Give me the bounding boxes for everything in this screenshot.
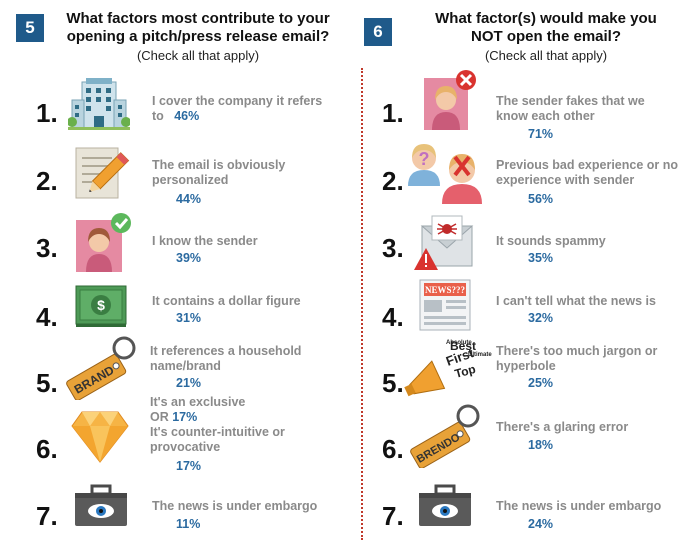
- percent-value: 56%: [528, 192, 554, 206]
- answer-line: I cover the company it refers: [152, 94, 323, 108]
- rank-number: 7.: [382, 501, 404, 531]
- newspaper-headline: NEWS???: [425, 285, 465, 295]
- answer-text: There's too much jargon or hyperbole: [496, 344, 657, 374]
- newspaper-icon: NEWS???: [418, 278, 472, 337]
- rank-number: 5.: [382, 368, 404, 398]
- rank-number: 3.: [382, 233, 404, 263]
- person-checkmark-icon: [76, 212, 132, 279]
- spam-envelope-warning-icon: [414, 212, 478, 277]
- rank-number: 7.: [36, 501, 58, 531]
- percent-value: 18%: [528, 438, 554, 452]
- answer-text: The news is under embargo: [496, 499, 662, 513]
- diamond-gem-icon: [70, 408, 130, 469]
- answer-line: The sender fakes that we: [496, 94, 645, 108]
- jargon-word: Ultimate: [468, 352, 492, 358]
- percent-value: 11%: [176, 517, 201, 531]
- percent-value: 17%: [172, 410, 198, 424]
- left-title-line1: What factors most contribute to your: [66, 10, 330, 27]
- answer-line: name/brand: [150, 359, 221, 373]
- answer-line: know each other: [496, 109, 595, 123]
- svg-text:$: $: [97, 297, 105, 313]
- answer-line: It's counter-intuitive or: [150, 425, 285, 439]
- person-x-icon: [420, 68, 478, 137]
- right-subtitle: (Check all that apply): [484, 48, 608, 63]
- briefcase-eye-icon: [418, 484, 472, 533]
- answer-line: It's an exclusive: [150, 395, 246, 409]
- pencil-document-icon: [70, 144, 132, 205]
- question-number-badge: 6: [364, 18, 392, 46]
- answer-line: provocative: [150, 440, 221, 454]
- answer-text: It sounds spammy: [496, 234, 606, 248]
- answer-line: experience with sender: [496, 173, 635, 187]
- answer-text: It references a household name/brand: [150, 344, 301, 374]
- percent-value: 32%: [528, 311, 554, 325]
- svg-text:?: ?: [419, 149, 430, 169]
- rank-number: 6.: [36, 434, 58, 464]
- answer-text: The email is obviously personalized: [152, 158, 285, 188]
- office-building-icon: [67, 78, 131, 135]
- rank-number: 2.: [36, 166, 58, 196]
- answer-line: OR 17%: [150, 410, 285, 425]
- left-title-line2: opening a pitch/press release email?: [66, 28, 330, 45]
- answer-text: I can't tell what the news is: [496, 294, 656, 308]
- answer-text: The sender fakes that we know each other: [496, 94, 645, 124]
- rank-number: 5.: [36, 368, 58, 398]
- brand-tag-icon: BRAND: [62, 334, 140, 405]
- answer-line-part: to: [152, 109, 164, 123]
- rank-number: 2.: [382, 166, 404, 196]
- rank-number: 4.: [36, 302, 58, 332]
- column-divider: [361, 68, 363, 540]
- answer-text: I know the sender: [152, 234, 258, 248]
- percent-value: 31%: [176, 311, 202, 325]
- percent-value: 21%: [176, 376, 202, 390]
- right-title-line1: What factor(s) would make you: [435, 10, 657, 27]
- percent-value: 39%: [176, 251, 202, 265]
- rank-number: 4.: [382, 302, 404, 332]
- jargon-word: Best: [450, 339, 476, 353]
- answer-line: Previous bad experience or no: [496, 158, 679, 172]
- dollar-bill-icon: $: [74, 284, 128, 333]
- jargon-word: Absolute: [446, 340, 472, 346]
- percent-value: 35%: [528, 251, 554, 265]
- question-x-people-icon: ?: [404, 138, 490, 209]
- megaphone-jargon-icon: Best First Top Absolute Ultimate: [404, 336, 496, 403]
- answer-text: It's an exclusive OR 17% It's counter-in…: [150, 395, 285, 455]
- rank-number: 6.: [382, 434, 404, 464]
- rank-number: 1.: [382, 98, 404, 128]
- brand-tag-error-icon: BRENDO: [406, 402, 484, 473]
- answer-line: to 46%: [152, 109, 322, 124]
- jargon-word: Top: [453, 362, 477, 381]
- rank-number: 3.: [36, 233, 58, 263]
- answer-line: There's too much jargon or: [496, 344, 658, 358]
- percent-value: 25%: [528, 376, 554, 390]
- answer-line: The email is obviously: [152, 158, 286, 172]
- answer-text: The news is under embargo: [152, 499, 318, 513]
- answer-text: It contains a dollar figure: [152, 294, 301, 308]
- percent-value: 44%: [176, 192, 202, 206]
- answer-line-part: OR: [150, 410, 169, 424]
- left-question-title: What factors most contribute to your ope…: [48, 10, 348, 46]
- answer-text: I cover the company it refers to 46%: [152, 94, 322, 124]
- right-title-line2: NOT open the email?: [470, 28, 621, 45]
- answer-text: There's a glaring error: [496, 420, 629, 434]
- percent-value: 24%: [528, 517, 554, 531]
- answer-line: hyperbole: [496, 359, 556, 373]
- briefcase-eye-icon: [74, 484, 128, 533]
- answer-line: It references a household: [150, 344, 302, 358]
- rank-number: 1.: [36, 98, 58, 128]
- question-number-badge: 5: [16, 14, 44, 42]
- percent-value: 17%: [176, 459, 202, 473]
- left-subtitle: (Check all that apply): [136, 48, 260, 63]
- right-question-title: What factor(s) would make you NOT open t…: [396, 10, 696, 46]
- percent-value: 71%: [528, 127, 554, 141]
- percent-value: 46%: [174, 109, 200, 123]
- answer-line: personalized: [152, 173, 229, 187]
- answer-text: Previous bad experience or no experience…: [496, 158, 678, 188]
